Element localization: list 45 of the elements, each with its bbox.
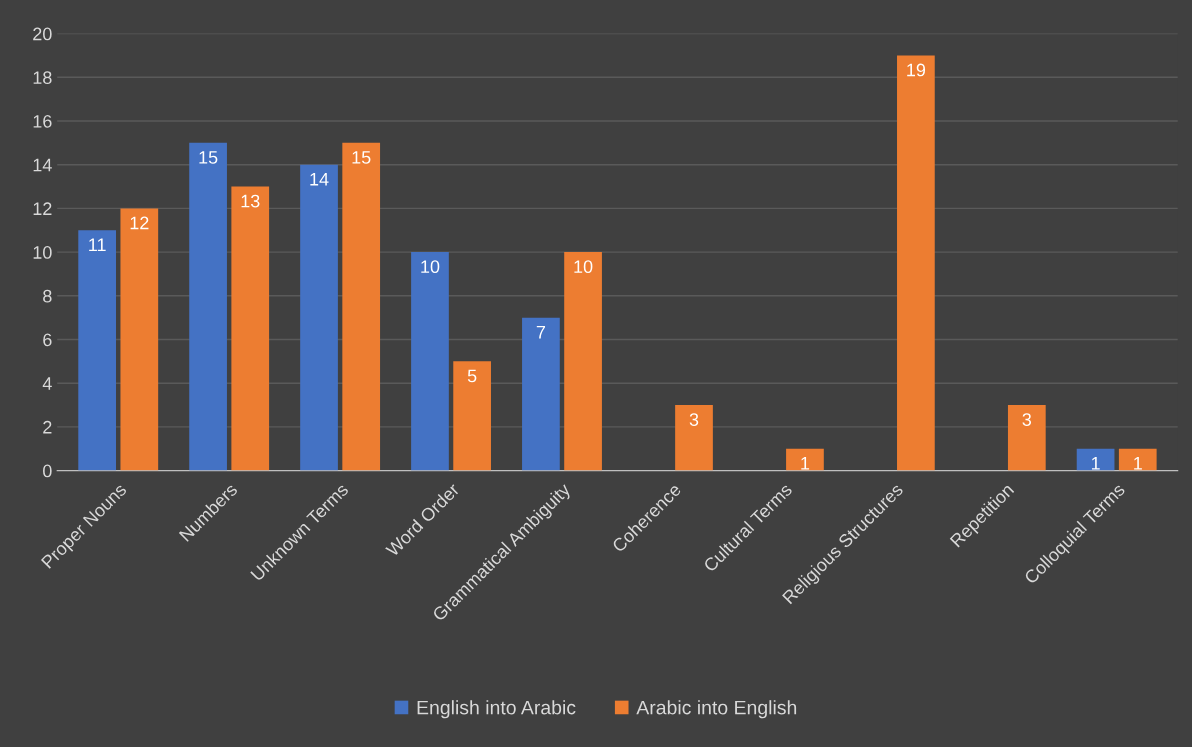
y-tick-label: 10 [33, 246, 52, 259]
data-label: 14 [310, 173, 329, 186]
y-tick-label: 18 [33, 71, 52, 85]
legend-label: Arabic into English [636, 700, 797, 719]
y-tick-label: 0 [43, 464, 52, 478]
bar [120, 208, 159, 471]
data-label: 19 [907, 63, 926, 77]
data-label: 15 [352, 151, 371, 164]
y-tick-label: 20 [33, 27, 52, 41]
bar [300, 164, 338, 471]
y-tick-label: 8 [43, 289, 52, 303]
bar [1076, 448, 1115, 471]
bar [786, 448, 824, 471]
y-tick-label: 14 [33, 158, 52, 172]
data-label: 15 [199, 151, 218, 164]
data-label: 1 [1134, 457, 1142, 470]
data-label: 10 [574, 260, 593, 274]
bar [675, 405, 713, 471]
y-tick-label: 2 [43, 420, 52, 434]
y-tick-label: 4 [42, 377, 52, 390]
legend-label: English into Arabic [417, 700, 576, 719]
y-tick-label: 16 [33, 114, 52, 128]
bar [522, 317, 560, 471]
bar [231, 186, 270, 471]
y-tick-label: 12 [33, 202, 52, 215]
bar [453, 361, 491, 471]
data-label: 1 [1091, 457, 1100, 470]
data-label: 11 [89, 238, 106, 251]
data-label: 13 [241, 194, 260, 208]
bar [1007, 405, 1046, 471]
bar [1118, 448, 1157, 471]
bar [411, 252, 449, 471]
data-label: 12 [130, 216, 149, 230]
data-label: 7 [536, 325, 546, 339]
bar [564, 252, 602, 471]
data-label: 5 [467, 369, 477, 383]
data-label: 10 [421, 260, 440, 274]
data-label: 3 [1022, 413, 1032, 426]
data-label: 3 [689, 413, 699, 426]
y-tick-label: 6 [43, 333, 52, 347]
bar [78, 230, 117, 471]
bar [897, 55, 935, 471]
data-label: 1 [801, 457, 810, 470]
bar [342, 142, 381, 471]
bar [189, 142, 227, 471]
